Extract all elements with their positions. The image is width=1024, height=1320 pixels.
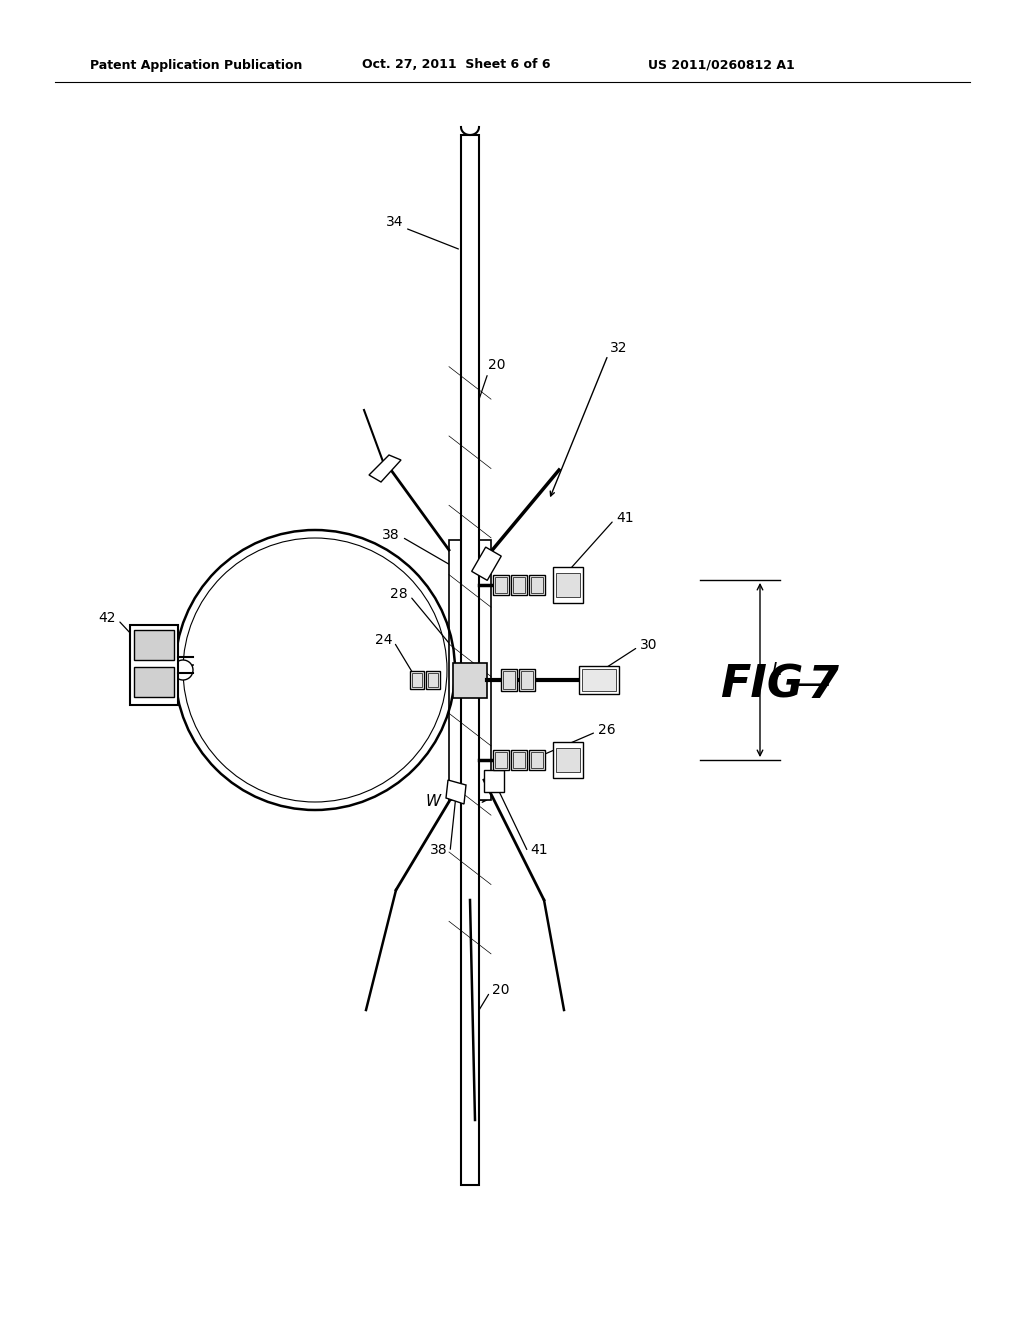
Text: 7: 7 [808,664,839,706]
Bar [513,577,525,593]
Text: Patent Application Publication: Patent Application Publication [90,58,302,71]
Polygon shape [369,455,401,482]
Bar [511,576,527,595]
Bar [529,750,545,770]
Bar [453,663,487,697]
Text: 24: 24 [375,634,392,647]
Bar [513,752,525,768]
Text: 32: 32 [610,341,628,355]
Circle shape [173,660,193,680]
Bar [495,577,507,593]
Text: 41: 41 [616,511,634,525]
Text: 41: 41 [530,843,548,857]
Bar [495,752,507,768]
Bar [428,673,438,686]
Bar [484,770,504,792]
Bar [556,748,580,772]
Text: FIG: FIG [720,664,804,706]
Bar [410,671,424,689]
Bar [529,576,545,595]
Bar [553,568,583,603]
Text: 20: 20 [488,358,506,372]
Bar [130,624,178,705]
Bar [501,669,517,690]
Text: US 2011/0260812 A1: US 2011/0260812 A1 [648,58,795,71]
Text: 30: 30 [640,638,657,652]
Bar [519,669,535,690]
Bar [449,540,490,800]
Bar [521,671,534,689]
Text: 28: 28 [390,587,408,601]
Bar [503,671,515,689]
Bar [134,630,174,660]
Bar [493,750,509,770]
Text: 38: 38 [430,843,449,857]
Text: —: — [796,668,829,701]
Text: L: L [772,661,782,678]
Bar [461,135,479,1185]
Text: 20: 20 [492,983,510,997]
Text: 42: 42 [98,611,116,624]
Bar [493,576,509,595]
Text: 38: 38 [382,528,400,543]
Text: W: W [426,795,441,809]
Text: 34: 34 [385,215,403,228]
Bar [531,577,543,593]
Text: Oct. 27, 2011  Sheet 6 of 6: Oct. 27, 2011 Sheet 6 of 6 [362,58,551,71]
Text: 26: 26 [598,723,615,737]
Bar [472,546,502,581]
Bar [426,671,440,689]
Bar [579,667,618,694]
Bar [582,669,616,690]
Polygon shape [446,780,466,804]
Bar [531,752,543,768]
Bar [511,750,527,770]
Bar [412,673,422,686]
Bar [556,573,580,597]
Bar [134,667,174,697]
Bar [553,742,583,777]
